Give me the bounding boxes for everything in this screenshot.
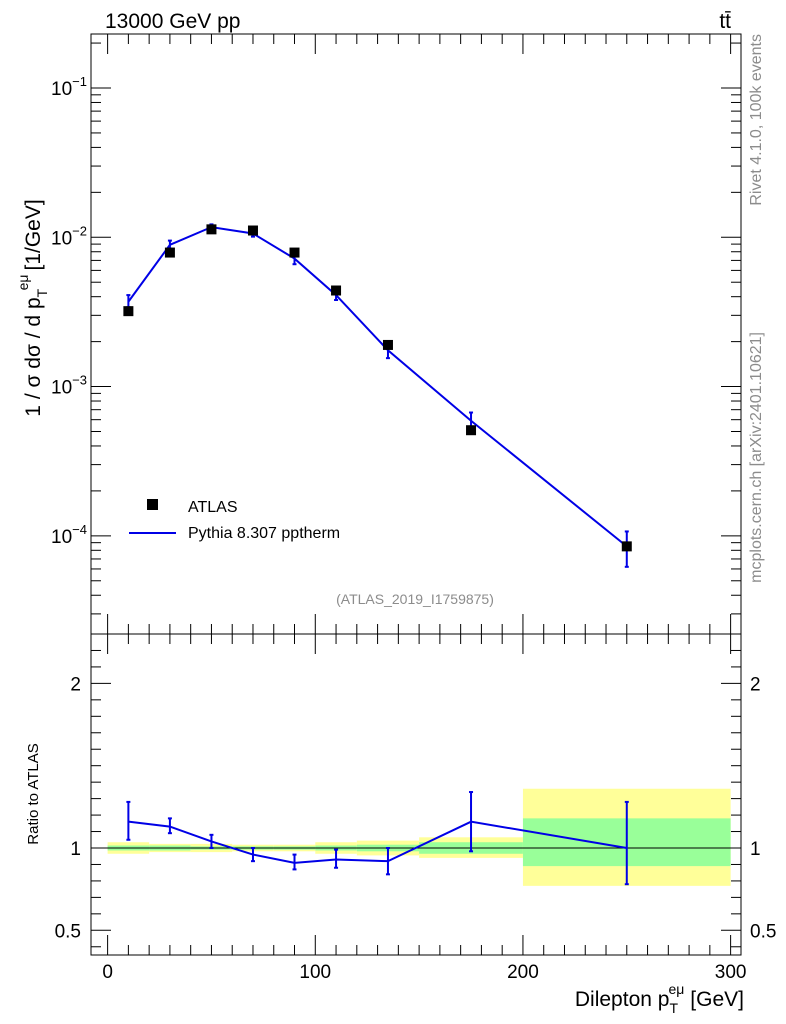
analysis-label: (ATLAS_2019_I1759875)	[336, 591, 494, 607]
x-axis-label: Dilepton pTeμ [GeV]	[575, 981, 744, 1016]
x-tick-label: 0	[102, 962, 113, 983]
x-tick-label: 100	[299, 962, 331, 983]
main-plot-frame	[90, 33, 742, 635]
y-tick-label-exp: −3	[72, 373, 87, 388]
energy-label: 13000 GeV pp	[105, 10, 240, 33]
data-point	[382, 339, 393, 350]
rivet-version-label: Rivet 4.1.0, 100k events	[748, 34, 765, 206]
y-tick-label-base: 10	[51, 527, 72, 548]
svg-text:1 / σ dσ / d pTeμ[1/GeV]: 1 / σ dσ / d pTeμ[1/GeV]	[15, 199, 50, 416]
y-tick-label-base: 10	[51, 79, 72, 100]
y-tick-label-exp: −2	[72, 223, 87, 238]
data-point	[123, 306, 134, 317]
process-label: tt̄	[719, 10, 731, 33]
data-point	[247, 225, 258, 236]
y-tick-label: 10−4	[51, 522, 87, 548]
legend: ATLAS Pythia 8.307 pptherm	[129, 499, 340, 542]
y-tick-label: 10−2	[51, 223, 87, 249]
ylabel-suffix: [1/GeV]	[22, 199, 45, 270]
ratio-y-tick-label-left: 1	[70, 839, 81, 860]
data-point	[621, 541, 632, 552]
svg-text:Dilepton pTeμ[GeV]: Dilepton pTeμ [GeV]	[575, 981, 744, 1016]
ratio-y-tick-label-right: 1	[750, 839, 761, 860]
data-point	[331, 285, 342, 296]
ratio-y-tick-label-right: 2	[750, 674, 761, 695]
y-tick-label-exp: −1	[72, 74, 87, 89]
legend-label-pythia: Pythia 8.307 pptherm	[188, 525, 340, 542]
y-tick-label-base: 10	[51, 228, 72, 249]
y-tick-label-base: 10	[51, 378, 72, 399]
y-tick-label-exp: −4	[72, 522, 87, 537]
x-tick-label: 200	[507, 962, 539, 983]
ratio-y-axis-label: Ratio to ATLAS	[25, 743, 42, 844]
data-point	[164, 247, 175, 258]
legend-label-atlas: ATLAS	[188, 499, 238, 516]
data-point	[466, 425, 477, 436]
ratio-y-tick-label-right: 0.5	[750, 921, 776, 942]
data-point	[206, 224, 217, 235]
ratio-plot: 0 100 200 3000.5 0.51 12 2 Ratio to ATLAS	[25, 633, 776, 983]
main-y-axis-label: 1 / σ dσ / d pTeμ[1/GeV]	[15, 199, 50, 416]
ratio-y-tick-label-left: 0.5	[55, 921, 81, 942]
data-point	[289, 247, 300, 258]
ylabel-prefix: 1 / σ dσ / d p	[22, 297, 45, 416]
main-plot: 10−110−210−310−4 (ATLAS_2019_I1759875) A…	[15, 33, 742, 635]
ratio-y-tick-label-left: 2	[70, 674, 81, 695]
y-tick-label: 10−1	[51, 74, 87, 100]
mcplots-label: mcplots.cern.ch [arXiv:2401.10621]	[748, 332, 765, 583]
ratio-plot-frame	[90, 633, 742, 956]
legend-marker-atlas	[147, 499, 158, 510]
y-tick-label: 10−3	[51, 373, 87, 399]
x-tick-label: 300	[715, 962, 747, 983]
